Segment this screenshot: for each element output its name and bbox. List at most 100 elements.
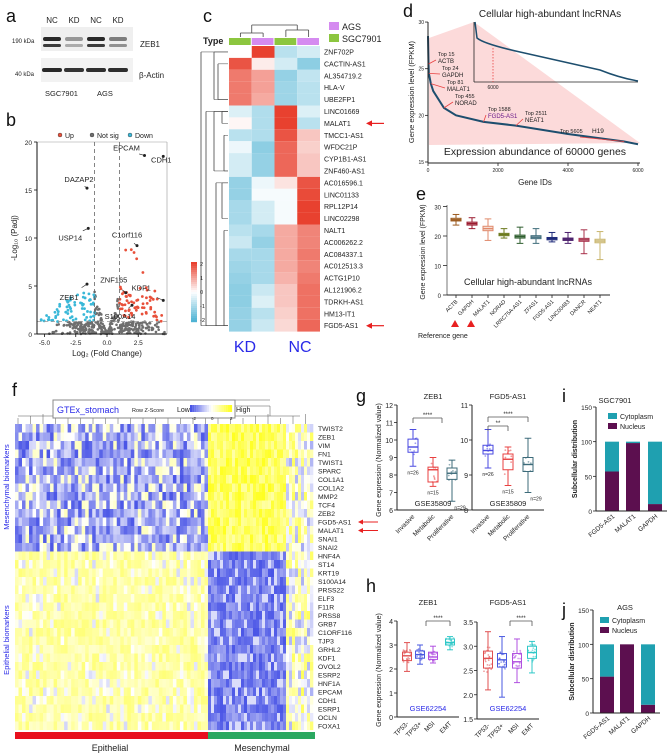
heatmap-cell (29, 602, 33, 612)
heatmap-cell (15, 517, 19, 527)
volcano-point-down (81, 295, 85, 299)
heatmap-cell (151, 500, 156, 510)
heatmap-cell (307, 696, 311, 705)
heatmap-cell (271, 670, 275, 680)
heatmap-cell (211, 594, 215, 603)
heatmap-cell (43, 449, 47, 459)
heatmap-cell (268, 585, 272, 595)
heatmap-cell (116, 492, 121, 501)
heatmap-cell (262, 585, 266, 595)
heatmap-cell (289, 602, 293, 612)
volcano-point-notsig (138, 324, 141, 328)
heatmap-cell (298, 534, 302, 544)
heatmap-cell (295, 704, 299, 714)
heatmap-cell (190, 568, 195, 578)
heatmap-cell (141, 713, 146, 722)
heatmap-cell (85, 577, 89, 586)
heatmap-cell (229, 284, 252, 296)
heatmap-cell (74, 475, 79, 484)
heatmap-cell (43, 713, 47, 722)
heatmap-cell (286, 653, 290, 663)
scale-low-label: Low (177, 407, 191, 414)
heatmap-cell (57, 679, 61, 688)
heatmap-cell (176, 662, 181, 671)
heatmap-cell (158, 594, 163, 603)
heatmap-cell (238, 500, 242, 510)
y-axis-label: Gene expression (Normalized value) (376, 613, 383, 727)
heatmap-cell (106, 653, 111, 663)
heatmap-cell (78, 543, 82, 552)
heatmap-cell (57, 713, 61, 722)
heatmap-cell (123, 492, 128, 501)
heatmap-cell (172, 687, 177, 697)
heatmap-cell (251, 248, 275, 261)
heatmap-cell (172, 560, 177, 569)
heatmap-cell (29, 568, 33, 578)
heatmap-cell (71, 611, 75, 620)
heatmap-cell (99, 662, 104, 671)
heatmap-cell (57, 466, 61, 476)
heatmap-cell (232, 568, 236, 578)
heatmap-cell (88, 526, 93, 535)
heatmap-cell (123, 611, 128, 620)
y-tick-label: 150 (578, 608, 589, 615)
heatmap-cell (179, 577, 184, 586)
heatmap-cell (289, 424, 293, 433)
data-point (483, 652, 486, 655)
heatmap-cell (304, 696, 308, 705)
heatmap-cell (158, 611, 163, 620)
heatmap-cell (232, 696, 236, 705)
heatmap-cell (179, 662, 184, 671)
heatmap-cell (262, 560, 266, 569)
bar-cytoplasm (626, 441, 640, 444)
heatmap-cell (144, 526, 149, 535)
heatmap-cell (18, 551, 23, 561)
heatmap-cell (18, 704, 23, 714)
data-point (508, 449, 510, 452)
heatmap-cell (88, 645, 93, 654)
heatmap-cell (235, 432, 239, 442)
heatmap-cell (99, 721, 104, 731)
heatmap-cell (99, 594, 104, 603)
heatmap-cell (74, 645, 79, 654)
heatmap-cell (74, 585, 79, 595)
heatmap-cell (200, 645, 205, 654)
y-tick-label: 30 (418, 20, 424, 26)
heatmap-cell (304, 483, 308, 493)
heatmap-cell (141, 500, 146, 510)
heatmap-cell (50, 492, 54, 501)
heatmap-cell (214, 713, 218, 722)
heatmap-cell (247, 551, 251, 561)
heatmap-cell (67, 543, 72, 552)
heatmap-cell (57, 458, 61, 467)
heatmap-cell (67, 568, 72, 578)
volcano-point-down (56, 320, 59, 323)
gene-label: TWIST1 (318, 460, 343, 467)
heatmap-cell (301, 704, 305, 714)
heatmap-cell (265, 466, 269, 476)
heatmap-cell (109, 670, 114, 680)
heatmap-cell (226, 585, 230, 595)
heatmap-cell (32, 560, 37, 569)
heatmap-cell (92, 628, 97, 637)
data-point (519, 649, 522, 652)
heatmap-cell (144, 662, 149, 671)
heatmap-cell (304, 653, 308, 663)
heatmap-cell (15, 568, 19, 578)
heatmap-cell (274, 141, 298, 154)
color-scale-cell (219, 405, 222, 412)
heatmap-cell (232, 492, 236, 501)
bar-nucleus (648, 504, 662, 511)
heatmap-cell (172, 475, 177, 484)
heatmap-cell (116, 458, 121, 467)
heatmap-cell (304, 551, 308, 561)
row-label: AC012513.3 (324, 264, 363, 271)
heatmap-cell (32, 449, 37, 459)
heatmap-cell (277, 466, 281, 476)
heatmap-cell (106, 713, 111, 722)
heatmap-cell (286, 602, 290, 612)
heatmap-cell (95, 534, 100, 544)
heatmap-cell (292, 560, 296, 569)
heatmap-cell (81, 526, 86, 535)
heatmap-cell (229, 696, 233, 705)
